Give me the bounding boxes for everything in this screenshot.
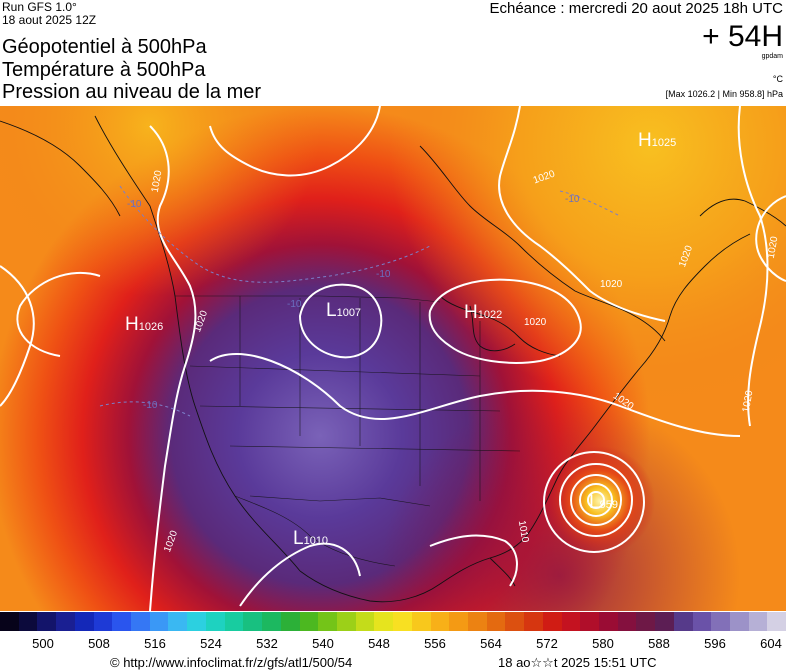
colorbar-swatch bbox=[486, 612, 506, 631]
high-pressure-center-marker: H1022 bbox=[464, 302, 503, 323]
colorbar-tick-label: 604 bbox=[760, 636, 782, 651]
low-pressure-value: 1007 bbox=[336, 307, 362, 319]
hurricane-pressure-value: 959 bbox=[599, 499, 618, 511]
colorbar-swatch bbox=[673, 612, 693, 631]
colorbar-swatch bbox=[56, 612, 75, 631]
hurricane-core bbox=[540, 446, 660, 556]
colorbar-swatch bbox=[692, 612, 712, 631]
unit-temperature: °C bbox=[772, 74, 783, 84]
colorbar-tick-label: 516 bbox=[144, 636, 166, 651]
colorbar-swatch bbox=[748, 612, 768, 631]
colorbar-swatch bbox=[467, 612, 487, 631]
valid-time: Echéance : mercredi 20 aout 2025 18h UTC bbox=[489, 0, 783, 17]
colorbar-swatch bbox=[449, 612, 468, 631]
colorbar-tick-label: 532 bbox=[256, 636, 278, 651]
colorbar-swatch bbox=[74, 612, 94, 631]
colorbar-swatch bbox=[655, 612, 674, 631]
map-title-pressure: Pression au niveau de la mer bbox=[2, 81, 262, 103]
colorbar-swatch bbox=[168, 612, 188, 631]
isotherm-label: -10 bbox=[287, 299, 302, 310]
high-pressure-value: 1026 bbox=[138, 321, 164, 333]
pressure-max-min: [Max 1026.2 | Min 958.8] hPa bbox=[665, 89, 783, 99]
colorbar-swatch bbox=[374, 612, 394, 631]
high-pressure-center-marker: H1025 bbox=[638, 130, 677, 151]
isotherm-label: -10 bbox=[127, 199, 142, 210]
colorbar-tick-label: 564 bbox=[480, 636, 502, 651]
colorbar-tick-labels: 500 508 516 524 532 540 548 556 564 572 580 588 596 6… bbox=[0, 636, 786, 652]
colorbar-swatch bbox=[318, 612, 337, 631]
colorbar-tick-label: 588 bbox=[648, 636, 670, 651]
colorbar-swatch bbox=[711, 612, 731, 631]
colorbar-swatch bbox=[37, 612, 57, 631]
lead-time: + 54H bbox=[702, 20, 783, 53]
colorbar-tick-label: 572 bbox=[536, 636, 558, 651]
colorbar-swatch bbox=[580, 612, 599, 631]
colorbar-swatch bbox=[224, 612, 244, 631]
colorbar-swatch bbox=[0, 612, 19, 631]
isotherms bbox=[99, 185, 621, 417]
colorbar-tick-label: 540 bbox=[312, 636, 334, 651]
colorbar-swatch bbox=[131, 612, 150, 631]
colorbar-swatch bbox=[430, 612, 450, 631]
weather-map[interactable]: H1026 L1007 H1022 H1025 L1010 L959 1020 … bbox=[0, 106, 786, 611]
colorbar-swatch bbox=[336, 612, 356, 631]
colorbar-swatch bbox=[524, 612, 543, 631]
colorbar-swatch bbox=[393, 612, 412, 631]
colorbar-tick-label: 524 bbox=[200, 636, 222, 651]
colorbar-tick-label: 500 bbox=[32, 636, 54, 651]
colorbar bbox=[0, 612, 786, 631]
colorbar-swatch bbox=[636, 612, 656, 631]
colorbar-swatch bbox=[280, 612, 300, 631]
hurricane-low-marker: L959 bbox=[589, 492, 618, 513]
colorbar-swatch bbox=[617, 612, 637, 631]
low-pressure-center-marker: L1007 bbox=[326, 300, 362, 321]
isobar-label: 1020 bbox=[600, 279, 623, 290]
colorbar-swatch bbox=[355, 612, 375, 631]
generated-timestamp: 18 ao☆☆t 2025 15:51 UTC bbox=[498, 655, 657, 670]
isobar-label: 1020 bbox=[524, 317, 547, 328]
map-title-temperature: Température à 500hPa bbox=[2, 59, 206, 81]
high-pressure-value: 1025 bbox=[651, 137, 677, 149]
low-pressure-center-marker: L1010 bbox=[293, 528, 329, 549]
colorbar-swatch bbox=[542, 612, 562, 631]
colorbar-swatch bbox=[243, 612, 263, 631]
colorbar-swatch bbox=[18, 612, 38, 631]
colorbar-swatch bbox=[187, 612, 206, 631]
borders bbox=[175, 295, 521, 567]
high-pressure-value: 1022 bbox=[477, 309, 503, 321]
isobars bbox=[0, 106, 786, 611]
run-label: Run GFS 1.0° bbox=[2, 0, 77, 14]
high-pressure-center-marker: H1026 bbox=[125, 314, 164, 335]
colorbar-swatch bbox=[112, 612, 132, 631]
isotherm-label: -10 bbox=[376, 269, 391, 280]
colorbar-swatch bbox=[561, 612, 581, 631]
colorbar-tick-label: 508 bbox=[88, 636, 110, 651]
run-date: 18 aout 2025 12Z bbox=[2, 13, 97, 27]
source-url[interactable]: © http://www.infoclimat.fr/z/gfs/atl1/50… bbox=[110, 655, 353, 670]
isotherm-label: -10 bbox=[565, 194, 580, 205]
map-title-geopotential: Géopotentiel à 500hPa bbox=[2, 36, 207, 58]
low-pressure-value: 1010 bbox=[303, 535, 329, 547]
unit-geopotential: gpdam bbox=[761, 53, 783, 60]
subtropical-field bbox=[0, 106, 786, 611]
colorbar-swatch bbox=[149, 612, 169, 631]
colorbar-swatch bbox=[299, 612, 319, 631]
colorbar-tick-label: 556 bbox=[424, 636, 446, 651]
isotherm-label: -10 bbox=[143, 400, 158, 411]
colorbar-tick-label: 580 bbox=[592, 636, 614, 651]
colorbar-swatch bbox=[505, 612, 525, 631]
colorbar-swatch bbox=[93, 612, 113, 631]
colorbar-swatch bbox=[411, 612, 431, 631]
colorbar-tick-label: 596 bbox=[704, 636, 726, 651]
colorbar-tick-label: 548 bbox=[368, 636, 390, 651]
weather-map-svg bbox=[0, 106, 786, 611]
colorbar-swatch bbox=[205, 612, 225, 631]
colorbar-swatch bbox=[262, 612, 281, 631]
hurricane-isobars bbox=[543, 451, 645, 553]
colorbar-swatch bbox=[767, 612, 786, 631]
colorbar-swatch bbox=[730, 612, 749, 631]
colorbar-swatch bbox=[599, 612, 618, 631]
